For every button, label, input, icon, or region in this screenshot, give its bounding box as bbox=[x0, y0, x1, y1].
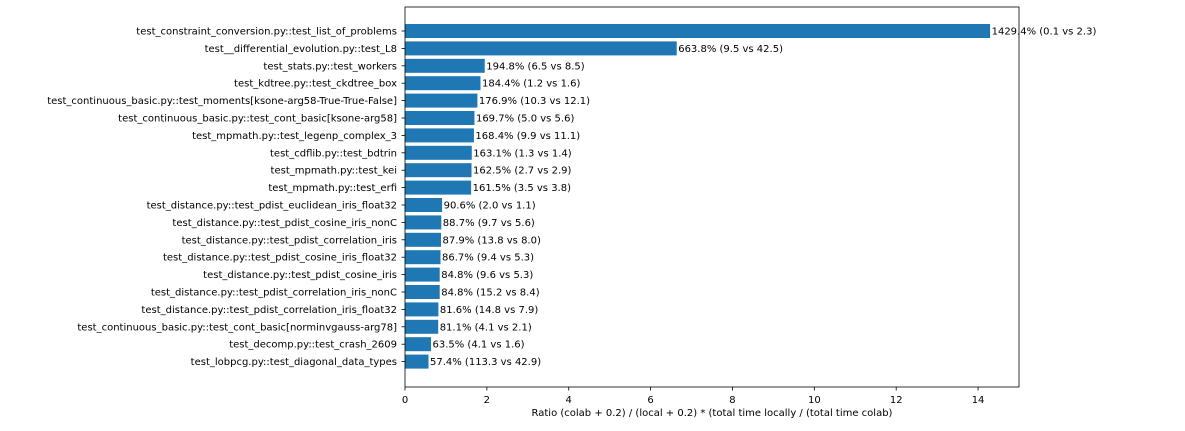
bar-value-label: 81.1% (4.1 vs 2.1) bbox=[440, 322, 532, 333]
bar bbox=[405, 250, 441, 265]
x-tick-label: 6 bbox=[647, 395, 653, 406]
bar bbox=[405, 319, 439, 334]
y-tick-label: test_distance.py::test_pdist_correlation… bbox=[182, 235, 397, 246]
bar bbox=[405, 163, 472, 178]
bar-value-label: 86.7% (9.4 vs 5.3) bbox=[442, 253, 534, 264]
bar bbox=[405, 232, 441, 247]
x-ticks: 0 2 4 6 8 10 12 14 bbox=[402, 387, 985, 406]
bar-value-label: 194.8% (6.5 vs 8.5) bbox=[486, 61, 585, 72]
bar bbox=[405, 93, 478, 108]
y-tick-label: test_distance.py::test_pdist_cosine_iris bbox=[203, 270, 397, 281]
y-tick-label: test_stats.py::test_workers bbox=[263, 61, 397, 72]
y-tick-label: test_decomp.py::test_crash_2609 bbox=[229, 340, 397, 351]
bar-value-label: 162.5% (2.7 vs 2.9) bbox=[473, 166, 572, 177]
x-tick-label: 12 bbox=[890, 395, 903, 406]
x-tick-label: 4 bbox=[566, 395, 572, 406]
bar-value-label: 63.5% (4.1 vs 1.6) bbox=[432, 340, 524, 351]
bar-value-label: 169.7% (5.0 vs 5.6) bbox=[476, 114, 575, 125]
bar bbox=[405, 24, 991, 38]
y-tick-label: test_constraint_conversion.py::test_list… bbox=[136, 27, 397, 38]
bar-value-label: 1429.4% (0.1 vs 2.3) bbox=[992, 27, 1097, 38]
x-tick-label: 14 bbox=[972, 395, 985, 406]
bar bbox=[405, 76, 481, 91]
bar bbox=[405, 180, 472, 195]
y-tick-labels: test_constraint_conversion.py::test_list… bbox=[47, 27, 405, 368]
y-tick-label: test_kdtree.py::test_ckdtree_box bbox=[234, 79, 397, 90]
bar bbox=[405, 198, 443, 212]
y-tick-label: test_mpmath.py::test_legenp_complex_3 bbox=[192, 131, 397, 142]
y-tick-label: test_cdflib.py::test_bdtrin bbox=[270, 148, 397, 159]
bar bbox=[405, 302, 439, 317]
bar bbox=[405, 285, 440, 299]
bars-group bbox=[405, 24, 991, 369]
bar-value-label: 87.9% (13.8 vs 8.0) bbox=[442, 235, 541, 246]
data-labels: 1429.4% (0.1 vs 2.3) 663.8% (9.5 vs 42.5)… bbox=[430, 27, 1096, 369]
bar-value-label: 90.6% (2.0 vs 1.1) bbox=[444, 201, 536, 212]
y-tick-label: test_continuous_basic.py::test_cont_basi… bbox=[77, 322, 397, 333]
bar bbox=[405, 145, 472, 160]
y-tick-label: test_distance.py::test_pdist_euclidean_i… bbox=[147, 201, 397, 212]
y-tick-label: test__differential_evolution.py::test_L8 bbox=[205, 44, 397, 55]
y-tick-label: test_distance.py::test_pdist_cosine_iris… bbox=[163, 253, 397, 264]
bar bbox=[405, 111, 475, 125]
x-axis-label: Ratio (colab + 0.2) / (local + 0.2) * (t… bbox=[532, 408, 893, 419]
bar-value-label: 161.5% (3.5 vs 3.8) bbox=[473, 183, 572, 194]
bar bbox=[405, 58, 485, 73]
y-tick-label: test_continuous_basic.py::test_cont_basi… bbox=[118, 114, 397, 125]
y-tick-label: test_distance.py::test_pdist_correlation… bbox=[141, 305, 397, 316]
x-tick-label: 2 bbox=[484, 395, 490, 406]
bar bbox=[405, 337, 431, 352]
bar-value-label: 184.4% (1.2 vs 1.6) bbox=[482, 79, 581, 90]
y-tick-label: test_distance.py::test_pdist_correlation… bbox=[151, 288, 397, 299]
x-tick-label: 8 bbox=[729, 395, 735, 406]
x-tick-label: 10 bbox=[808, 395, 821, 406]
bar bbox=[405, 128, 474, 143]
bar-value-label: 88.7% (9.7 vs 5.6) bbox=[443, 218, 535, 229]
bar-value-label: 84.8% (15.2 vs 8.4) bbox=[441, 288, 540, 299]
y-tick-label: test_continuous_basic.py::test_moments[k… bbox=[47, 96, 397, 107]
y-tick-label: test_mpmath.py::test_kei bbox=[271, 166, 397, 177]
bar-value-label: 168.4% (9.9 vs 11.1) bbox=[475, 131, 580, 142]
y-tick-label: test_distance.py::test_pdist_cosine_iris… bbox=[172, 218, 397, 229]
bar-value-label: 57.4% (113.3 vs 42.9) bbox=[430, 357, 541, 368]
bar bbox=[405, 354, 429, 369]
y-tick-label: test_lobpcg.py::test_diagonal_data_types bbox=[191, 357, 397, 368]
y-tick-label: test_mpmath.py::test_erfi bbox=[268, 183, 397, 194]
bar-value-label: 163.1% (1.3 vs 1.4) bbox=[473, 148, 572, 159]
bar bbox=[405, 41, 677, 56]
bar bbox=[405, 215, 442, 230]
bar bbox=[405, 267, 440, 282]
plot-frame bbox=[404, 6, 1020, 388]
bar-value-label: 176.9% (10.3 vs 12.1) bbox=[479, 96, 590, 107]
bar-value-label: 81.6% (14.8 vs 7.9) bbox=[440, 305, 539, 316]
x-tick-label: 0 bbox=[402, 395, 408, 406]
bar-value-label: 663.8% (9.5 vs 42.5) bbox=[678, 44, 783, 55]
bar-value-label: 84.8% (9.6 vs 5.3) bbox=[441, 270, 533, 281]
